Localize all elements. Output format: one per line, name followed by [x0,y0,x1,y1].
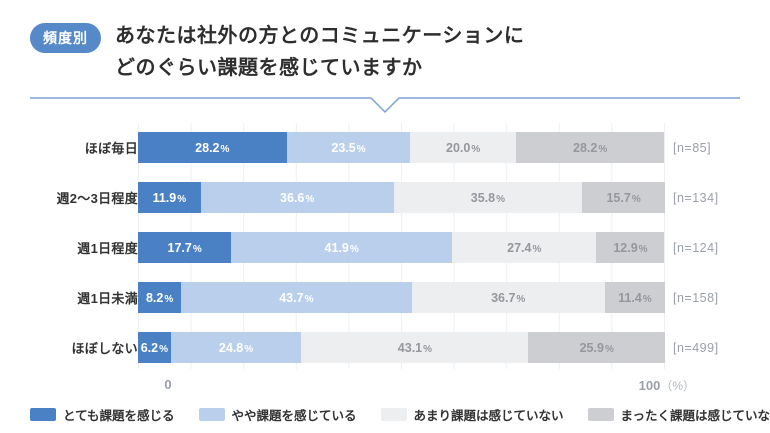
bar-row: ほぼ毎日 28.2% 23.5% 20.0% 28.2% [n=85] [30,123,770,173]
bar-segment-series-1: 28.2% [138,132,287,164]
bar-track: 6.2% 24.8% 43.1% 25.9% [138,332,665,364]
bar-segment-series-3: 43.1% [301,332,529,364]
chart-legend: とても課題を感じる やや課題を感じている あまり課題は感じていない まったく課題は感じ… [30,405,770,424]
x-axis-min-label: 0 [164,376,172,392]
bar-track: 17.7% 41.9% 27.4% 12.9% [138,232,665,264]
bar-segment-series-4: 12.9% [596,232,665,264]
bar-segment-series-1: 17.7% [138,232,232,264]
legend-label: やや課題を感じている [231,408,357,423]
x-axis: 0 100（%） [30,373,770,397]
sample-size-label: [n=134] [673,190,719,205]
segment-value-label: 25.9% [579,340,614,355]
bar-row: 週1日程度 17.7% 41.9% 27.4% 12.9% [n=124] [30,223,770,273]
legend-item: とても課題を感じる [30,405,175,424]
segment-value-label: 28.2% [195,140,230,155]
bar-segment-series-2: 36.6% [200,182,394,214]
legend-swatch [198,407,225,421]
segment-value-label: 15.7% [606,190,641,205]
category-label: 週2〜3日程度 [56,191,138,207]
x-axis-unit-label: （%） [660,378,695,393]
segment-value-label: 43.7% [279,290,314,305]
segment-value-label: 27.4% [507,240,542,255]
segment-value-label: 36.7% [491,290,526,305]
bar-segment-series-4: 28.2% [515,132,665,164]
bar-segment-series-3: 35.8% [393,182,583,214]
segment-value-label: 35.8% [470,190,506,205]
segment-value-label: 24.8% [218,340,254,355]
divider-notch-line [30,97,740,113]
legend-label: まったく課題は感じていない [620,408,770,423]
bar-segment-series-1: 8.2% [138,282,182,314]
sample-size-label: [n=85] [673,140,712,155]
segment-value-label: 8.2% [145,290,174,305]
bar-segment-series-4: 15.7% [582,182,665,214]
category-badge: 頻度別 [30,23,101,53]
bar-segment-series-2: 23.5% [286,132,411,164]
title-line-2: どのぐらい課題を感じていますか [115,57,423,80]
bar-row: 週1日未満 8.2% 43.7% 36.7% 11.4% [n=158] [30,273,770,323]
legend-item: まったく課題は感じていない [587,405,770,424]
bar-segment-series-3: 36.7% [411,282,605,314]
sample-size-label: [n=158] [673,290,719,305]
category-label: ほぼ毎日 [84,141,138,157]
bar-segment-series-3: 20.0% [410,132,516,164]
legend-swatch [30,407,56,421]
segment-value-label: 6.2% [140,340,168,355]
bar-segment-series-2: 24.8% [170,332,302,364]
sample-size-label: [n=499] [673,340,719,355]
legend-label: とても課題を感じる [63,408,175,423]
legend-swatch [380,407,407,421]
legend-label: あまり課題は感じていない [413,408,564,423]
segment-value-label: 43.1% [397,340,433,355]
bar-row: 週2〜3日程度 11.9% 36.6% 35.8% 15.7% [n=134] [30,173,770,223]
segment-value-label: 12.9% [613,240,648,255]
section-divider [0,91,770,117]
header: 頻度別 あなたは社外の方とのコミュニケーションに どのぐらい課題を感じていますか [0,0,770,85]
bar-segment-series-4: 25.9% [528,332,665,364]
segment-value-label: 11.4% [618,290,652,305]
bar-segment-series-1: 6.2% [138,332,171,364]
legend-swatch [587,407,614,421]
segment-value-label: 11.9% [152,190,187,205]
bar-track: 28.2% 23.5% 20.0% 28.2% [138,132,665,164]
category-label: 週1日未満 [77,291,138,307]
bar-track: 11.9% 36.6% 35.8% 15.7% [138,182,665,214]
title-line-1: あなたは社外の方とのコミュニケーションに [115,25,525,47]
category-label: 週1日程度 [77,241,138,257]
stacked-bar-chart: ほぼ毎日 28.2% 23.5% 20.0% 28.2% [n=85] 週2〜3日程度 11.… [0,122,770,397]
bar-row: ほぼしない 6.2% 24.8% 43.1% 25.9% [n=499] [30,323,770,373]
segment-value-label: 36.6% [280,190,315,205]
segment-value-label: 28.2% [573,140,608,155]
legend-item: やや課題を感じている [198,405,357,424]
segment-value-label: 17.7% [167,240,202,255]
bar-segment-series-2: 43.7% [181,282,412,314]
category-label: ほぼしない [71,341,138,357]
sample-size-label: [n=124] [673,240,719,255]
bar-segment-series-2: 41.9% [231,232,453,264]
segment-value-label: 23.5% [331,140,366,155]
page-title: あなたは社外の方とのコミュニケーションに どのぐらい課題を感じていますか [115,20,524,85]
segment-value-label: 20.0% [446,140,481,155]
bar-track: 8.2% 43.7% 36.7% 11.4% [138,282,665,314]
bar-segment-series-3: 27.4% [452,232,597,264]
bar-segment-series-4: 11.4% [604,282,665,314]
segment-value-label: 41.9% [324,240,359,255]
chart-rows: ほぼ毎日 28.2% 23.5% 20.0% 28.2% [n=85] 週2〜3日程度 11.… [30,123,770,373]
x-axis-max-label: 100（%） [638,377,695,393]
bar-segment-series-1: 11.9% [138,182,201,214]
legend-item: あまり課題は感じていない [380,405,564,424]
